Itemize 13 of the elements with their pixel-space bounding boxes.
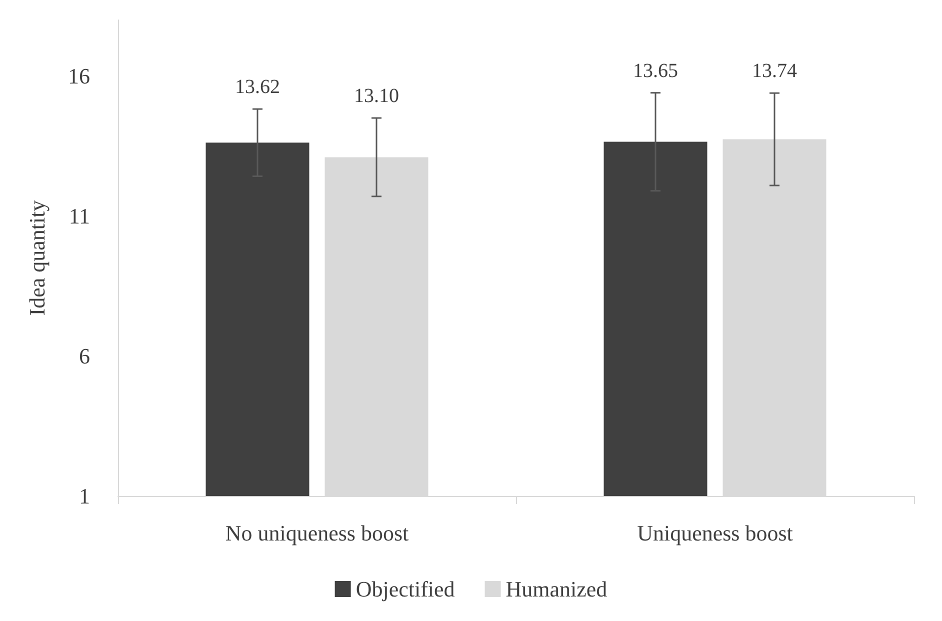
- data-label: 13.65: [633, 60, 678, 82]
- x-tick-label: No uniqueness boost: [225, 520, 409, 546]
- legend-label: Humanized: [506, 576, 608, 602]
- y-tick-label: 1: [79, 484, 90, 508]
- y-tick-label: 6: [79, 344, 90, 368]
- data-label: 13.10: [354, 85, 399, 107]
- y-tick-label: 11: [68, 204, 90, 228]
- x-tick-label: Uniqueness boost: [637, 520, 793, 546]
- legend-label: Objectified: [356, 576, 455, 602]
- y-tick-label: 16: [68, 64, 90, 88]
- data-label: 13.62: [235, 76, 280, 98]
- y-axis-title: Idea quantity: [24, 200, 50, 316]
- data-label: 13.74: [752, 60, 797, 82]
